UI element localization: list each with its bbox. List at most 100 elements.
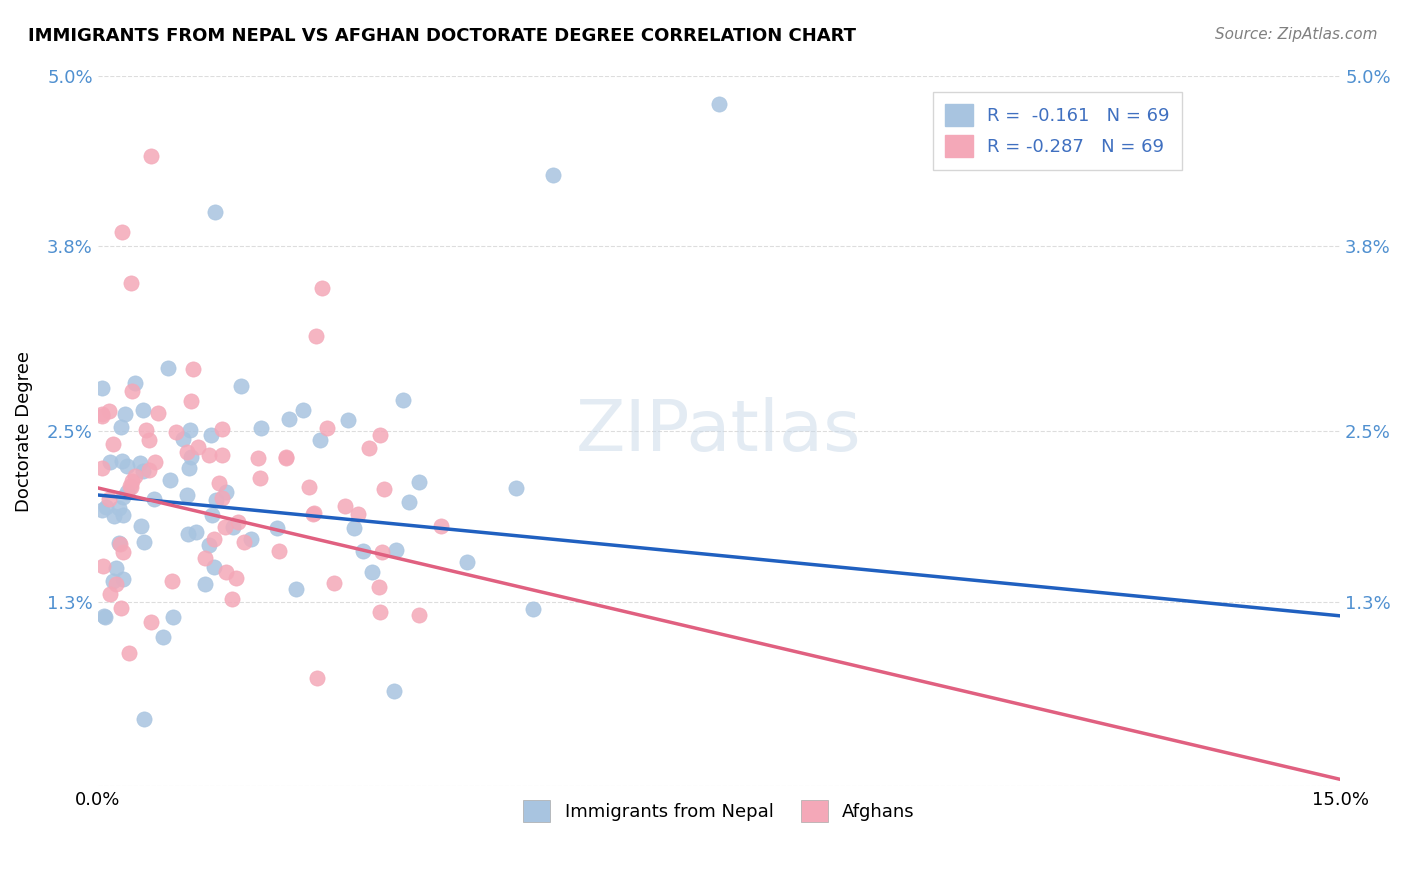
Point xyxy=(138,462,160,476)
Legend: Immigrants from Nepal, Afghans: Immigrants from Nepal, Afghans xyxy=(510,787,928,834)
Point xyxy=(138,434,160,448)
Point xyxy=(322,576,344,591)
Point xyxy=(180,393,202,408)
Point xyxy=(111,454,134,468)
Point xyxy=(129,457,152,471)
Text: Source: ZipAtlas.com: Source: ZipAtlas.com xyxy=(1215,27,1378,42)
Point xyxy=(111,508,134,523)
Point xyxy=(132,464,155,478)
Point xyxy=(298,480,321,494)
Point xyxy=(181,362,204,376)
Point xyxy=(211,491,233,506)
Point xyxy=(357,441,380,455)
Point xyxy=(333,499,356,513)
Point xyxy=(143,455,166,469)
Point xyxy=(368,428,391,442)
Point xyxy=(197,449,219,463)
Point xyxy=(269,544,291,558)
Point xyxy=(121,384,143,398)
Point xyxy=(382,684,405,698)
Point xyxy=(90,460,112,475)
Point xyxy=(202,532,225,546)
Point xyxy=(429,519,451,533)
Point xyxy=(456,555,478,569)
Point xyxy=(143,491,166,506)
Point xyxy=(94,500,117,514)
Point xyxy=(187,440,209,454)
Point xyxy=(139,615,162,630)
Point xyxy=(108,537,131,551)
Point xyxy=(160,574,183,588)
Point xyxy=(91,503,114,517)
Point xyxy=(129,519,152,533)
Point xyxy=(91,559,114,574)
Point xyxy=(176,444,198,458)
Point xyxy=(311,281,333,295)
Point xyxy=(101,574,124,588)
Point xyxy=(302,507,325,521)
Point xyxy=(205,492,228,507)
Point xyxy=(316,421,339,435)
Point xyxy=(291,403,314,417)
Point xyxy=(211,449,233,463)
Text: ZIPatlas: ZIPatlas xyxy=(576,397,862,466)
Point xyxy=(308,433,330,447)
Point xyxy=(202,560,225,574)
Point xyxy=(200,428,222,442)
Point xyxy=(152,631,174,645)
Point xyxy=(247,451,270,466)
Point xyxy=(361,566,384,580)
Point xyxy=(239,532,262,546)
Point xyxy=(194,551,217,566)
Point xyxy=(274,450,297,464)
Point xyxy=(201,508,224,522)
Point xyxy=(177,460,200,475)
Point xyxy=(121,475,143,489)
Point xyxy=(249,471,271,485)
Point xyxy=(408,475,430,490)
Point xyxy=(120,276,142,290)
Point xyxy=(135,423,157,437)
Point xyxy=(208,475,231,490)
Point xyxy=(110,419,132,434)
Point xyxy=(214,520,236,534)
Point xyxy=(118,646,141,660)
Point xyxy=(176,488,198,502)
Point xyxy=(385,543,408,558)
Point xyxy=(134,534,156,549)
Point xyxy=(352,544,374,558)
Point xyxy=(215,485,238,500)
Point xyxy=(90,409,112,423)
Point xyxy=(250,421,273,435)
Point xyxy=(180,450,202,464)
Point xyxy=(370,605,392,619)
Point xyxy=(343,521,366,535)
Point xyxy=(274,451,297,466)
Point xyxy=(232,534,254,549)
Point xyxy=(707,97,730,112)
Point xyxy=(111,490,134,504)
Point xyxy=(221,519,243,533)
Point xyxy=(139,149,162,163)
Point xyxy=(112,545,135,559)
Text: IMMIGRANTS FROM NEPAL VS AFGHAN DOCTORATE DEGREE CORRELATION CHART: IMMIGRANTS FROM NEPAL VS AFGHAN DOCTORAT… xyxy=(28,27,856,45)
Point xyxy=(371,545,394,559)
Point xyxy=(226,515,249,529)
Point xyxy=(165,425,187,439)
Point xyxy=(184,524,207,539)
Point xyxy=(111,572,134,586)
Y-axis label: Doctorate Degree: Doctorate Degree xyxy=(15,351,32,511)
Point xyxy=(103,508,125,523)
Point xyxy=(204,205,226,219)
Point xyxy=(176,527,198,541)
Point xyxy=(211,422,233,436)
Point xyxy=(284,582,307,596)
Point xyxy=(105,576,128,591)
Point xyxy=(198,538,221,552)
Point xyxy=(159,473,181,487)
Point xyxy=(98,491,121,506)
Point xyxy=(110,600,132,615)
Point xyxy=(107,536,129,550)
Point xyxy=(225,571,247,585)
Point xyxy=(229,378,252,392)
